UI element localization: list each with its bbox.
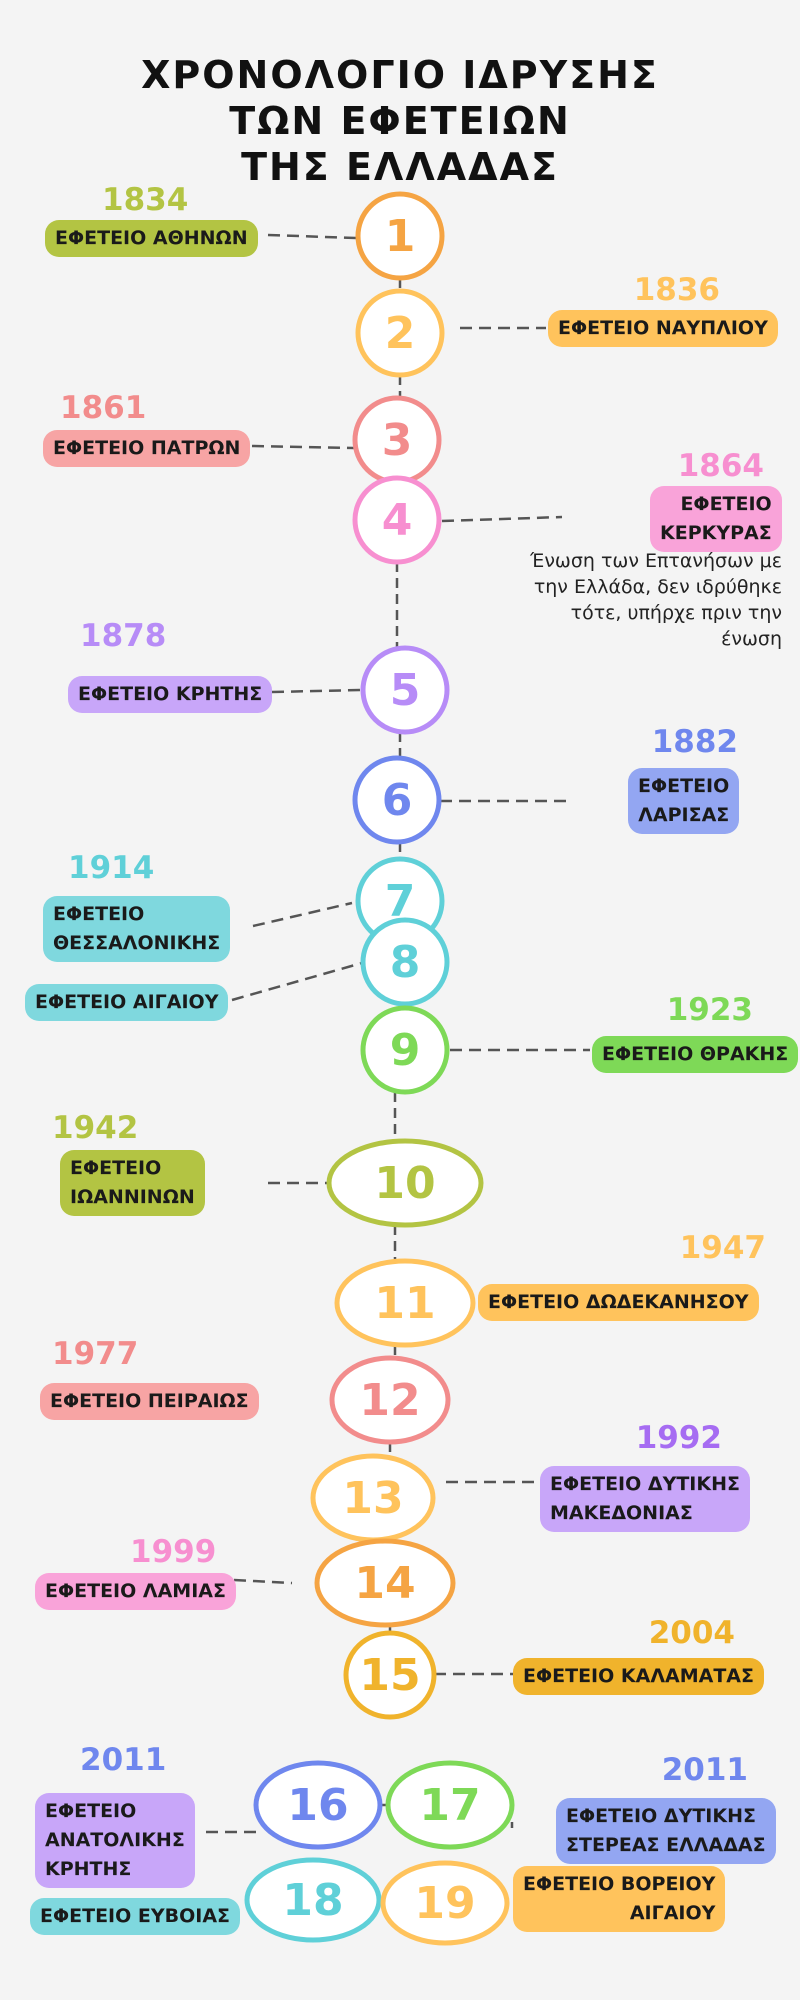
year-3: 1861 bbox=[60, 390, 147, 426]
court-label-12: ΕΦΕΤΕΙΟ ΠΕΙΡΑΙΩΣ bbox=[40, 1383, 259, 1420]
number-circle-8 bbox=[360, 917, 450, 1007]
dashed-connector bbox=[441, 515, 563, 523]
number-circle-9 bbox=[360, 1005, 450, 1095]
number-circle-16 bbox=[253, 1760, 383, 1850]
court-label-15: ΕΦΕΤΕΙΟ ΚΑΛΑΜΑΤΑΣ bbox=[513, 1658, 764, 1695]
court-label-7: ΕΦΕΤΕΙΟ ΘΕΣΣΑΛΟΝΙΚΗΣ bbox=[43, 896, 231, 962]
court-label-14: ΕΦΕΤΕΙΟ ΛΑΜΙΑΣ bbox=[35, 1573, 236, 1610]
court-label-1: ΕΦΕΤΕΙΟ ΑΘΗΝΩΝ bbox=[45, 220, 258, 257]
court-label-2: ΕΦΕΤΕΙΟ ΝΑΥΠΛΙΟΥ bbox=[548, 310, 778, 347]
number-text-19: 19 bbox=[414, 1878, 475, 1929]
year-17: 2011 bbox=[661, 1752, 748, 1788]
court-label-19: ΕΦΕΤΕΙΟ ΒΟΡΕΙΟΥ ΑΙΓΑΙΟΥ bbox=[513, 1866, 726, 1932]
court-label-13: ΕΦΕΤΕΙΟ ΔΥΤΙΚΗΣ ΜΑΚΕΔΟΝΙΑΣ bbox=[540, 1466, 750, 1532]
number-text-11: 11 bbox=[374, 1278, 435, 1329]
number-circle-4 bbox=[352, 475, 442, 565]
dashed-connector bbox=[271, 688, 363, 694]
number-text-13: 13 bbox=[342, 1473, 403, 1524]
year-9: 1923 bbox=[666, 992, 753, 1028]
year-11: 1947 bbox=[679, 1230, 766, 1266]
year-14: 1999 bbox=[130, 1534, 217, 1570]
dashed-connector bbox=[251, 444, 355, 450]
court-label-4: ΕΦΕΤΕΙΟ ΚΕΡΚΥΡΑΣ bbox=[650, 486, 782, 552]
number-text-9: 9 bbox=[390, 1025, 421, 1076]
kerkyra-note: Ένωση των Επτανήσων με την Ελλάδα, δεν ι… bbox=[530, 550, 782, 650]
year-13: 1992 bbox=[635, 1420, 722, 1456]
number-circle-12 bbox=[329, 1355, 451, 1445]
page-title: ΧΡΟΝΟΛΟΓΙΟ ΙΔΡΥΣΗΣ ΤΩΝ ΕΦΕΤΕΙΩΝ ΤΗΣ ΕΛΛΑ… bbox=[120, 52, 680, 190]
dashed-connector bbox=[233, 1578, 293, 1585]
court-label-9: ΕΦΕΤΕΙΟ ΘΡΑΚΗΣ bbox=[592, 1036, 799, 1073]
number-circle-19 bbox=[380, 1860, 510, 1946]
year-4: 1864 bbox=[677, 448, 764, 484]
number-text-5: 5 bbox=[390, 665, 421, 716]
year-5: 1878 bbox=[80, 618, 167, 654]
number-text-6: 6 bbox=[382, 775, 413, 826]
dashed-connector bbox=[252, 901, 353, 928]
year-6: 1882 bbox=[651, 724, 738, 760]
number-text-14: 14 bbox=[354, 1558, 415, 1609]
number-text-3: 3 bbox=[382, 415, 413, 466]
number-text-16: 16 bbox=[287, 1780, 348, 1831]
number-circle-2 bbox=[355, 288, 445, 378]
number-text-17: 17 bbox=[419, 1780, 480, 1831]
year-1: 1834 bbox=[102, 182, 189, 218]
court-label-16: ΕΦΕΤΕΙΟ ΑΝΑΤΟΛΙΚΗΣ ΚΡΗΤΗΣ bbox=[35, 1793, 195, 1888]
court-label-18: ΕΦΕΤΕΙΟ ΕΥΒΟΙΑΣ bbox=[30, 1898, 241, 1935]
number-circle-5 bbox=[360, 645, 450, 735]
number-text-1: 1 bbox=[385, 211, 416, 262]
number-circle-18 bbox=[244, 1857, 382, 1943]
dashed-connector bbox=[267, 233, 357, 240]
year-16: 2011 bbox=[80, 1742, 167, 1778]
title-line-3: ΤΗΣ ΕΛΛΑΔΑΣ bbox=[241, 145, 559, 189]
number-text-8: 8 bbox=[390, 937, 421, 988]
number-text-10: 10 bbox=[374, 1158, 435, 1209]
court-label-17: ΕΦΕΤΕΙΟ ΔΥΤΙΚΗΣ ΣΤΕΡΕΑΣ ΕΛΛΑΔΑΣ bbox=[556, 1798, 776, 1864]
number-circle-14 bbox=[314, 1538, 456, 1628]
number-text-2: 2 bbox=[385, 308, 416, 359]
title-line-1: ΧΡΟΝΟΛΟΓΙΟ ΙΔΡΥΣΗΣ bbox=[141, 53, 659, 97]
number-text-4: 4 bbox=[382, 495, 413, 546]
number-circle-15 bbox=[343, 1630, 437, 1720]
year-7: 1914 bbox=[68, 850, 155, 886]
court-label-10: ΕΦΕΤΕΙΟ ΙΩΑΝΝΙΝΩΝ bbox=[60, 1150, 205, 1216]
court-label-11: ΕΦΕΤΕΙΟ ΔΩΔΕΚΑΝΗΣΟΥ bbox=[478, 1284, 759, 1321]
number-text-12: 12 bbox=[359, 1375, 420, 1426]
year-12: 1977 bbox=[52, 1336, 139, 1372]
court-label-5: ΕΦΕΤΕΙΟ ΚΡΗΤΗΣ bbox=[68, 676, 273, 713]
number-text-18: 18 bbox=[282, 1875, 343, 1926]
year-10: 1942 bbox=[52, 1110, 139, 1146]
number-circle-11 bbox=[334, 1258, 476, 1348]
title-line-2: ΤΩΝ ΕΦΕΤΕΙΩΝ bbox=[229, 99, 571, 143]
court-label-6: ΕΦΕΤΕΙΟ ΛΑΡΙΣΑΣ bbox=[628, 768, 740, 834]
number-circle-17 bbox=[385, 1760, 515, 1850]
dashed-connector bbox=[231, 961, 363, 1002]
number-circle-1 bbox=[355, 191, 445, 281]
court-label-3: ΕΦΕΤΕΙΟ ΠΑΤΡΩΝ bbox=[43, 430, 251, 467]
number-text-15: 15 bbox=[359, 1650, 420, 1701]
court-label-8: ΕΦΕΤΕΙΟ ΑΙΓΑΙΟΥ bbox=[25, 984, 229, 1021]
year-2: 1836 bbox=[633, 272, 720, 308]
number-circle-10 bbox=[326, 1138, 484, 1228]
number-circle-6 bbox=[352, 755, 442, 845]
year-15: 2004 bbox=[648, 1615, 735, 1651]
